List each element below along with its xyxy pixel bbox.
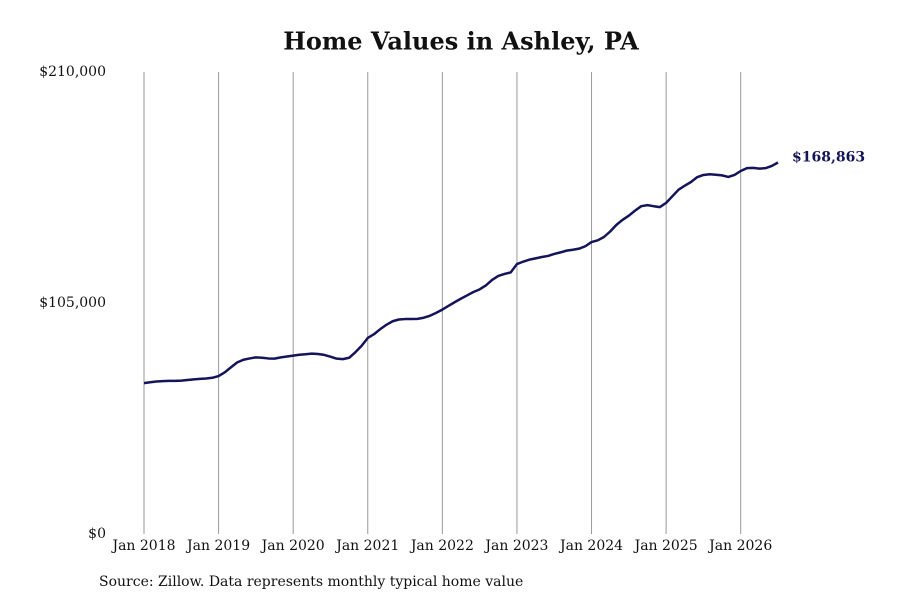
x-tick-label: Jan 2022 <box>409 538 474 554</box>
x-tick-label: Jan 2021 <box>334 538 399 554</box>
y-tick-label: $105,000 <box>39 295 106 311</box>
x-tick-label: Jan 2018 <box>110 538 175 554</box>
x-tick-label: Jan 2023 <box>483 538 548 554</box>
source-note: Source: Zillow. Data represents monthly … <box>99 574 523 590</box>
x-tick-label: Jan 2026 <box>707 538 772 554</box>
line <box>143 161 779 385</box>
x-tick-label: Jan 2019 <box>185 538 250 554</box>
y-tick-label: $210,000 <box>39 64 106 80</box>
y-tick-label: $0 <box>88 526 106 542</box>
chart-title: Home Values in Ashley, PA <box>283 27 639 56</box>
x-tick-label: Jan 2025 <box>633 538 698 554</box>
value-label: $168,863 <box>792 150 865 166</box>
x-tick-label: Jan 2020 <box>260 538 325 554</box>
x-tick-label: Jan 2024 <box>558 538 623 554</box>
